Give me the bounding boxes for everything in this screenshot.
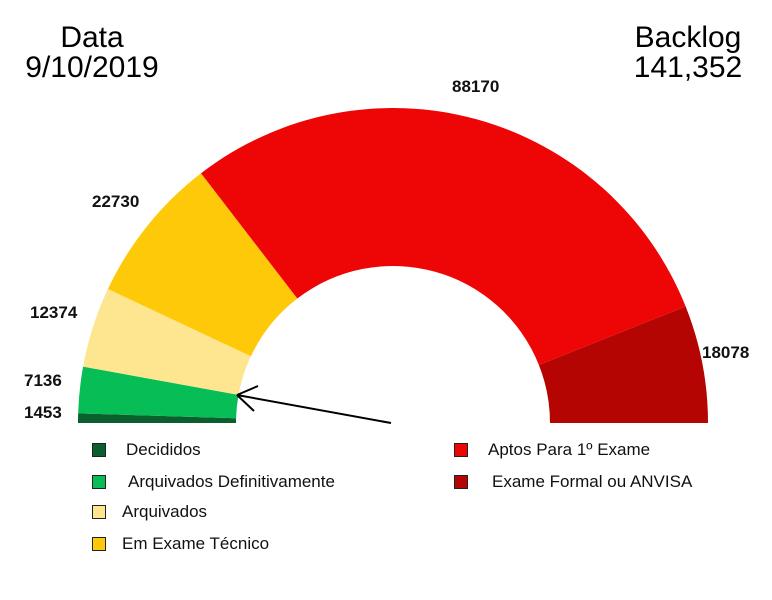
legend-swatch [454, 443, 468, 457]
chart-slices [78, 108, 708, 423]
legend-swatch [92, 537, 106, 551]
slice-arquivados [83, 289, 251, 395]
legend-swatch [92, 505, 106, 519]
chart-data-labels: 1453 7136 12374 22730 88170 18078 [24, 77, 749, 422]
legend-label: Arquivados Definitivamente [128, 472, 335, 491]
legend-swatch [454, 475, 468, 489]
legend-item: Arquivados Definitivamente [92, 472, 335, 492]
backlog-value: 141,352 [633, 51, 743, 84]
legend-label: Decididos [126, 440, 201, 459]
legend-swatch [92, 475, 106, 489]
legend-swatch [92, 443, 106, 457]
legend-label: Aptos Para 1º Exame [488, 440, 651, 459]
legend-item: Arquivados [92, 502, 207, 522]
date-value: 9/10/2019 [25, 51, 159, 84]
slice-em-exame-t-cnico [107, 173, 298, 357]
legend-item: Decididos [92, 440, 201, 460]
slice-decididos [78, 413, 237, 423]
legend-item: Em Exame Técnico [92, 534, 269, 554]
data-label: 7136 [24, 371, 62, 390]
legend-label: Em Exame Técnico [122, 534, 270, 553]
annotation-arrow [236, 385, 392, 424]
data-label: 1453 [24, 403, 62, 422]
data-label: 18078 [702, 343, 749, 362]
date-header: Data 9/10/2019 [22, 23, 162, 83]
slice-arquivados-definitivamente [78, 366, 239, 419]
backlog-header: Backlog 141,352 [632, 23, 744, 83]
slice-aptos-para-1-exame [201, 108, 686, 365]
date-title: Data [60, 21, 124, 54]
legend-label: Arquivados [122, 502, 208, 521]
legend-label: Exame Formal ou ANVISA [492, 472, 693, 491]
data-label: 22730 [92, 192, 139, 211]
data-label: 12374 [30, 303, 78, 322]
legend-item: Exame Formal ou ANVISA [454, 472, 692, 492]
data-label: 88170 [452, 77, 499, 96]
slice-exame-formal-ou-anvisa [538, 306, 708, 423]
backlog-title: Backlog [634, 21, 742, 54]
legend-item: Aptos Para 1º Exame [454, 440, 650, 460]
